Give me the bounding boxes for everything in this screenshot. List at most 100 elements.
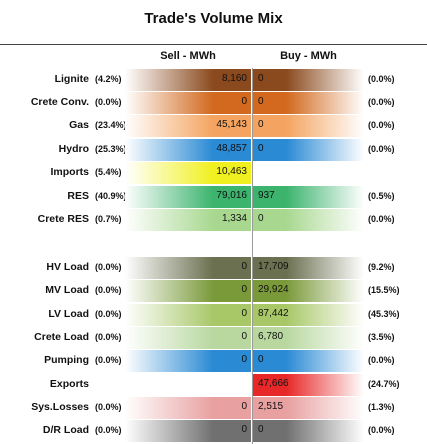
row-label: Sys.Losses [31,401,89,413]
sell-percent: (0.0%) [95,402,122,412]
sell-value: 0 [241,401,247,412]
sell-percent: (23.4%) [95,120,127,130]
table-row-exports: Exports (24.7%) 47,666 [0,374,427,396]
sell-value: 45,143 [216,119,247,130]
buy-bar-fill [253,374,364,396]
buy-bar-fill [253,139,364,161]
header-rule [0,44,427,45]
buy-bar-fill [253,280,364,302]
buy-percent: (0.0%) [368,425,395,435]
buy-bar: 937 [253,186,364,208]
buy-percent: (0.0%) [368,97,395,107]
table-row-hv-load: HV Load (0.0%) (9.2%) 0 17,709 [0,257,427,279]
sell-percent: (0.0%) [95,285,122,295]
row-label: HV Load [46,261,89,273]
sell-percent: (0.0%) [95,309,122,319]
sell-bar: 0 [125,420,251,442]
table-row-crete-res: Crete RES (0.7%) (0.0%) 1,334 0 [0,209,427,231]
buy-percent: (0.0%) [368,144,395,154]
sell-value: 0 [241,331,247,342]
sell-value: 79,016 [216,190,247,201]
sell-percent: (0.0%) [95,262,122,272]
sell-bar-fill [125,162,251,184]
buy-bar-fill [253,327,364,349]
table-row-lignite: Lignite (4.2%) (0.0%) 8,160 0 [0,69,427,91]
buy-bar: 2,515 [253,397,364,419]
buy-bar-fill [253,257,364,279]
sell-bar: 0 [125,257,251,279]
sell-bar-fill [125,69,251,91]
sell-percent: (0.7%) [95,214,122,224]
buy-bar-fill [253,350,364,372]
buy-column-header: Buy - MWh [280,50,337,62]
sell-percent: (40.9%) [95,191,127,201]
chart-title: Trade's Volume Mix [144,10,283,27]
buy-bar: 87,442 [253,304,364,326]
sell-bar: 0 [125,92,251,114]
buy-bar: 0 [253,350,364,372]
sell-bar-fill [125,115,251,137]
buy-percent: (3.5%) [368,332,395,342]
buy-bar-fill [253,92,364,114]
sell-bar: 45,143 [125,115,251,137]
buy-value: 2,515 [258,401,284,412]
table-row-lv-load: LV Load (0.0%) (45.3%) 0 87,442 [0,304,427,326]
buy-value: 17,709 [258,261,289,272]
sell-bar-fill [125,280,251,302]
buy-bar [253,162,364,184]
buy-bar: 0 [253,139,364,161]
sell-percent: (4.2%) [95,74,122,84]
buy-percent: (9.2%) [368,262,395,272]
sell-bar-fill [125,186,251,208]
buy-value: 0 [258,73,264,84]
buy-percent: (45.3%) [368,309,400,319]
sell-bar: 1,334 [125,209,251,231]
buy-bar-fill [253,69,364,91]
sell-value: 0 [241,261,247,272]
sell-bar: 0 [125,397,251,419]
buy-value: 937 [258,190,275,201]
table-row-imports: Imports (5.4%) 10,463 [0,162,427,184]
table-row-d-r-load: D/R Load (0.0%) (0.0%) 0 0 [0,420,427,442]
sell-value: 0 [241,424,247,435]
sell-value: 0 [241,96,247,107]
sell-percent: (0.0%) [95,355,122,365]
buy-bar: 17,709 [253,257,364,279]
sell-value: 48,857 [216,143,247,154]
row-label: Gas [69,119,89,131]
buy-value: 0 [258,143,264,154]
buy-bar: 0 [253,69,364,91]
table-row-res: RES (40.9%) (0.5%) 79,016 937 [0,186,427,208]
sell-bar-fill [125,327,251,349]
buy-percent: (1.3%) [368,402,395,412]
table-row-hydro: Hydro (25.3%) (0.0%) 48,857 0 [0,139,427,161]
buy-value: 0 [258,213,264,224]
row-label: Crete RES [37,213,89,225]
buy-bar: 0 [253,92,364,114]
row-label: Crete Load [34,331,89,343]
row-label: Exports [49,378,89,390]
sell-value: 10,463 [216,166,247,177]
sell-percent: (5.4%) [95,167,122,177]
sell-percent: (0.0%) [95,332,122,342]
buy-value: 0 [258,424,264,435]
buy-bar: 0 [253,420,364,442]
sell-value: 8,160 [221,73,247,84]
row-label: Hydro [58,143,89,155]
table-row-gas: Gas (23.4%) (0.0%) 45,143 0 [0,115,427,137]
buy-bar-fill [253,209,364,231]
row-label: Lignite [54,73,89,85]
buy-value: 87,442 [258,308,289,319]
buy-value: 29,924 [258,284,289,295]
sell-bar-fill [125,304,251,326]
sell-bar: 8,160 [125,69,251,91]
row-label: MV Load [45,284,89,296]
buy-bar-fill [253,420,364,442]
sell-bar-fill [125,139,251,161]
buy-bar: 0 [253,209,364,231]
buy-value: 6,780 [258,331,284,342]
sell-column-header: Sell - MWh [160,50,216,62]
buy-bar: 0 [253,115,364,137]
sell-bar: 10,463 [125,162,251,184]
buy-percent: (0.0%) [368,120,395,130]
